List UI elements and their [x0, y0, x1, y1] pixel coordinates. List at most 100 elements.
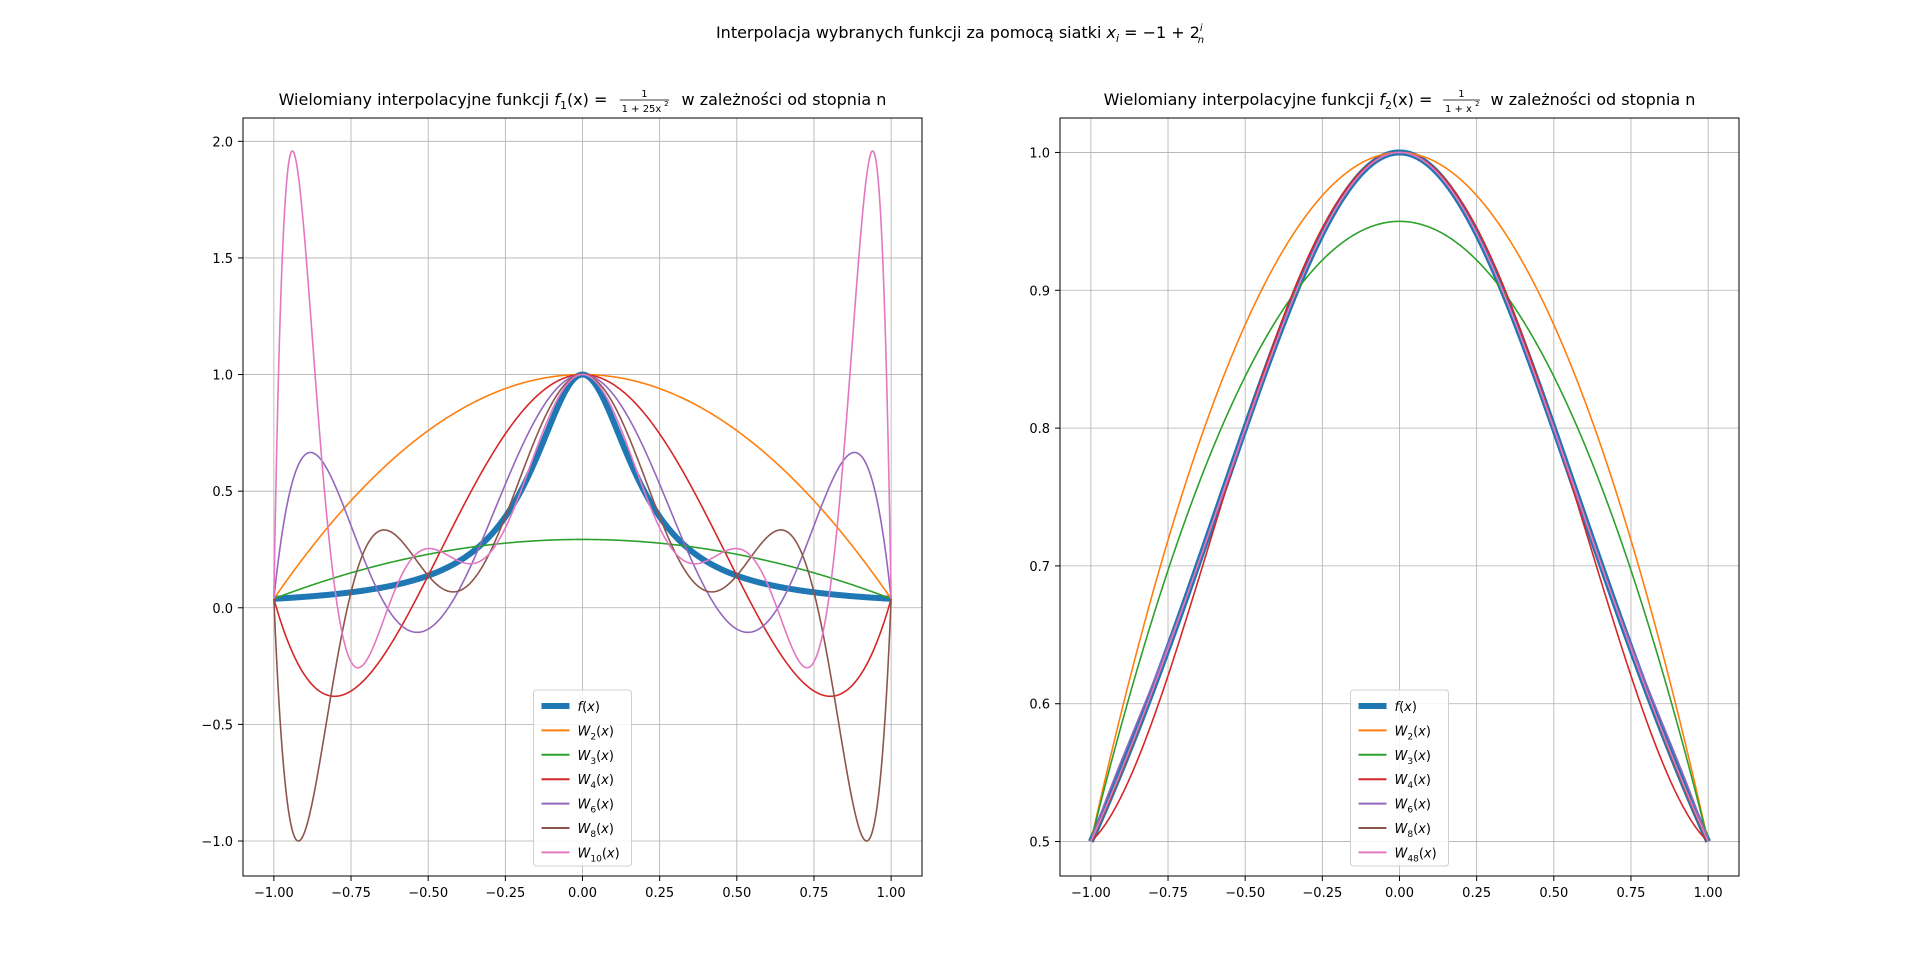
legend-label-paren: ) — [609, 773, 614, 788]
suptitle-math: n — [1198, 35, 1204, 46]
legend-label-var: x — [1423, 846, 1432, 861]
legend-label-paren: ) — [609, 822, 614, 837]
legend-label: W10(x) — [578, 846, 620, 864]
legend-label-paren: ) — [1426, 749, 1431, 764]
y-tick-label: 1.0 — [1029, 146, 1050, 161]
legend-label-var: x — [1417, 773, 1426, 788]
x-tick-label: −0.25 — [1302, 886, 1342, 901]
legend-label: W8(x) — [1395, 822, 1431, 840]
legend-label-base: W — [1395, 822, 1409, 837]
series-line-w10x — [273, 150, 892, 669]
legend-label-var: x — [606, 846, 615, 861]
legend-label: W8(x) — [578, 822, 614, 840]
legend-label-paren: ( — [596, 749, 601, 764]
legend-label-paren: ) — [615, 846, 620, 861]
legend-label-sub: 6 — [590, 806, 596, 816]
x-tick-label: 1.00 — [877, 886, 906, 901]
chart-title-math: (x) = — [567, 90, 613, 109]
chart-panel-2: −1.00 −0.75 −0.50 −0.25 0.00 0.25 0.50 0.75 1.00… — [1029, 89, 1740, 901]
title-fraction-exponent: 2 — [1475, 100, 1479, 108]
legend-label-base: W — [578, 798, 592, 813]
legend-box — [533, 689, 632, 867]
legend-label-base: W — [1395, 773, 1409, 788]
y-tick-label: 0.5 — [212, 485, 233, 500]
y-tick-label: 0.8 — [1029, 422, 1050, 437]
x-tick-label: 0.00 — [1385, 886, 1414, 901]
y-tick-label: −1.0 — [201, 835, 233, 850]
series-line-w3x — [273, 538, 892, 600]
legend-label-paren: ) — [609, 798, 614, 813]
legend-label-base: W — [578, 773, 592, 788]
chart-title-math: 2 — [1385, 99, 1392, 112]
legend-label: W48(x) — [1395, 846, 1437, 864]
legend-label-paren: ( — [602, 846, 607, 861]
legend-label-paren: ( — [1413, 822, 1418, 837]
legend-label-paren: ) — [1426, 798, 1431, 813]
chart-title-text: Wielomiany interpolacyjne funkcji — [279, 90, 555, 109]
legend-label-base: W — [578, 724, 592, 739]
legend-label-paren: ( — [596, 822, 601, 837]
legend-label-sub: 2 — [590, 732, 596, 742]
series-line-w48x — [1090, 151, 1709, 842]
chart-title-math: 1 — [560, 99, 567, 112]
y-tick-label: 0.9 — [1029, 284, 1050, 299]
legend-label-sub: 4 — [590, 781, 596, 791]
legend-label-base: f — [1395, 700, 1402, 715]
legend-label-sub: 3 — [590, 757, 596, 767]
legend-label-var: x — [1417, 822, 1426, 837]
chart-title-text: Wielomiany interpolacyjne funkcji — [1104, 90, 1380, 109]
x-tick-label: 0.50 — [722, 886, 751, 901]
legend-label-paren: ) — [1412, 700, 1417, 715]
legend-label-sub: 48 — [1407, 854, 1419, 864]
legend-label-paren: ( — [1419, 846, 1424, 861]
x-tick-label: 0.25 — [1462, 886, 1491, 901]
x-tick-label: −0.50 — [1225, 886, 1265, 901]
suptitle-math: i — [1116, 32, 1119, 45]
legend-label-base: W — [578, 749, 592, 764]
legend-label-paren: ) — [1426, 724, 1431, 739]
figure-suptitle: Interpolacja wybranych funkcji za pomocą… — [716, 23, 1204, 46]
x-tick-label: 0.50 — [1539, 886, 1568, 901]
legend-label-var: x — [600, 822, 609, 837]
legend-label: W6(x) — [578, 798, 614, 816]
legend-label-var: x — [600, 724, 609, 739]
title-fraction-exponent: 2 — [664, 100, 668, 108]
legend-label-paren: ( — [1413, 749, 1418, 764]
legend-label-var: x — [586, 700, 595, 715]
legend-label: W4(x) — [1395, 773, 1431, 791]
legend-label-var: x — [600, 773, 609, 788]
suptitle-math: x — [1105, 23, 1116, 42]
legend-label: W2(x) — [1395, 724, 1431, 742]
legend-label-base: W — [1395, 846, 1409, 861]
x-tick-label: −0.25 — [485, 886, 525, 901]
legend-label-var: x — [1417, 798, 1426, 813]
x-tick-label: 0.75 — [1617, 886, 1646, 901]
legend-label-paren: ( — [582, 700, 587, 715]
x-tick-label: 0.00 — [568, 886, 597, 901]
legend-label: f(x) — [1395, 700, 1417, 715]
legend-label-var: x — [1417, 724, 1426, 739]
title-fraction-numerator: 1 — [1458, 89, 1464, 100]
y-tick-label: 1.5 — [212, 252, 233, 267]
legend-label-paren: ) — [1432, 846, 1437, 861]
legend-label-base: W — [1395, 798, 1409, 813]
legend-label-paren: ( — [596, 798, 601, 813]
legend-box — [1350, 689, 1449, 867]
legend-label-paren: ) — [609, 749, 614, 764]
chart-title-text: w zależności od stopnia n — [1485, 90, 1695, 109]
x-tick-label: 1.00 — [1694, 886, 1723, 901]
legend-label: W2(x) — [578, 724, 614, 742]
y-tick-label: 0.7 — [1029, 560, 1050, 575]
legend-label-base: W — [1395, 749, 1409, 764]
chart-title-text: w zależności od stopnia n — [676, 90, 886, 109]
suptitle-math: = −1 + 2 — [1119, 23, 1200, 42]
x-tick-label: −0.50 — [408, 886, 448, 901]
x-tick-label: −0.75 — [331, 886, 371, 901]
suptitle-math: i — [1200, 23, 1203, 34]
legend-label-base: f — [578, 700, 585, 715]
legend-label-paren: ) — [609, 724, 614, 739]
legend-label-sub: 10 — [590, 854, 602, 864]
legend: f(x)W2(x)W3(x)W4(x)W6(x)W8(x)W10(x) — [533, 689, 632, 867]
